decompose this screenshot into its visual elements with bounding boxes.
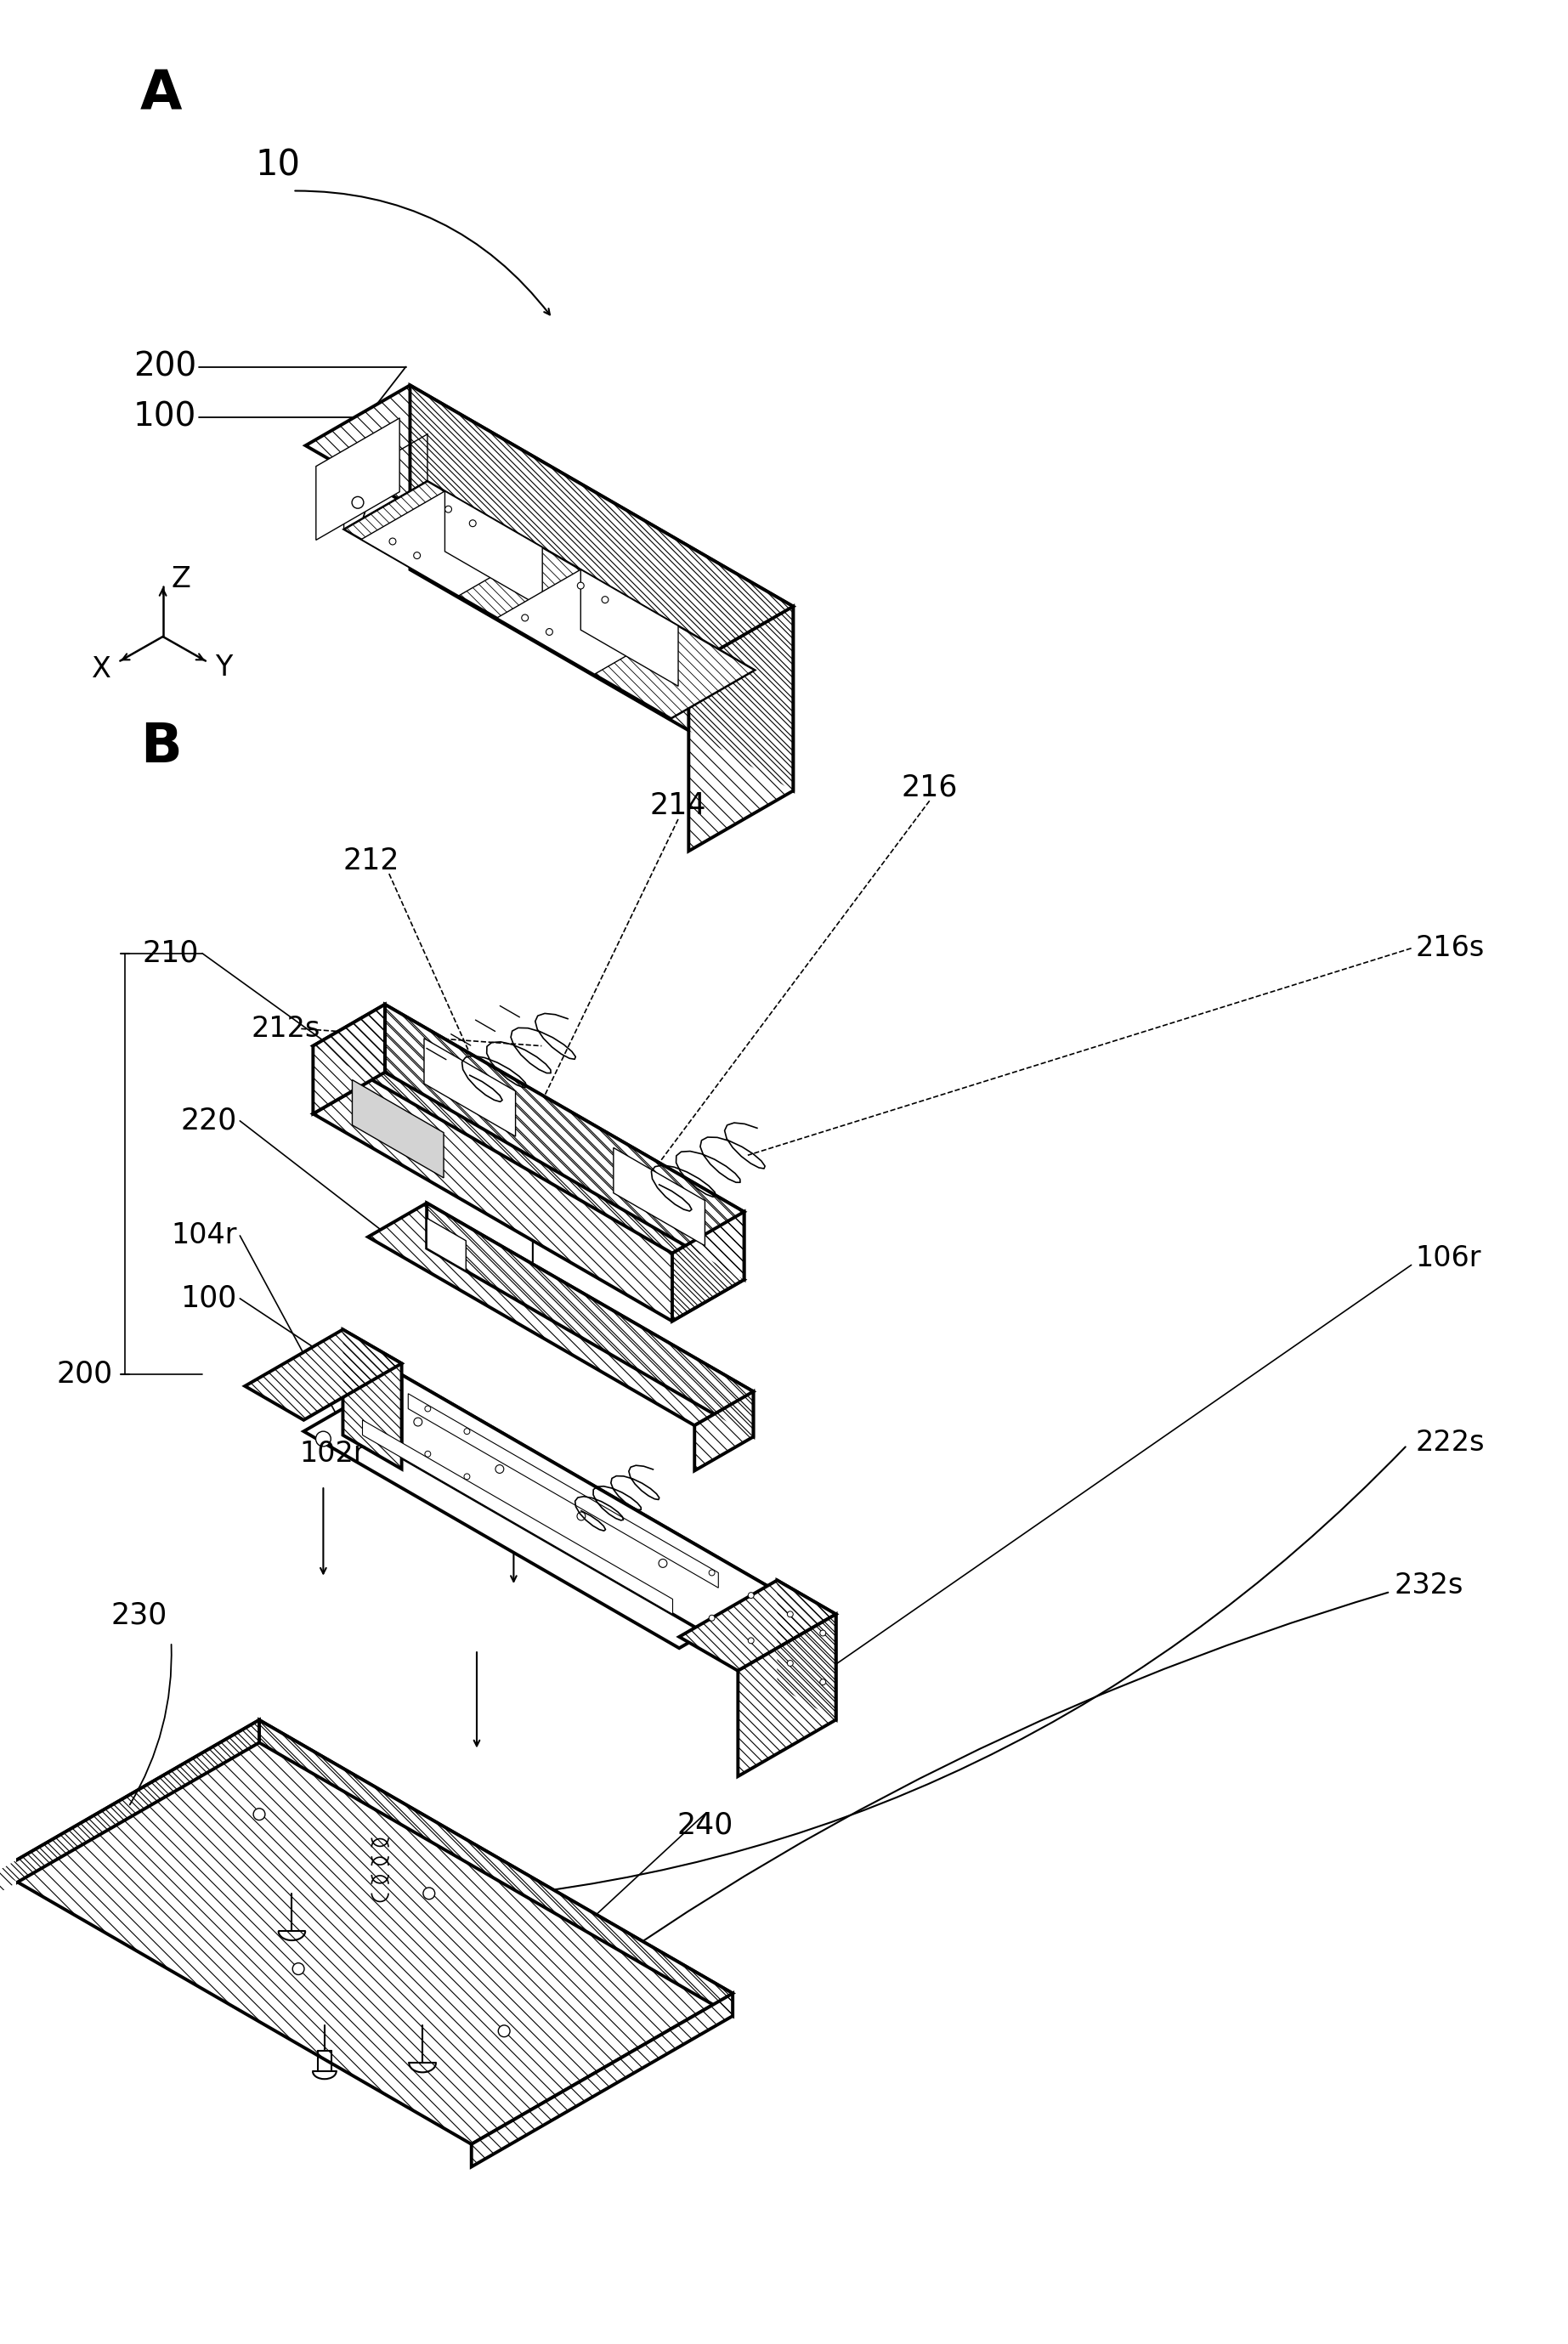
- Polygon shape: [0, 1720, 732, 2145]
- Circle shape: [254, 1807, 265, 1819]
- Polygon shape: [245, 1329, 401, 1420]
- Circle shape: [709, 1615, 715, 1622]
- Circle shape: [499, 2025, 510, 2037]
- FancyArrowPatch shape: [295, 190, 550, 314]
- Circle shape: [464, 1474, 470, 1479]
- Polygon shape: [314, 1006, 745, 1254]
- Polygon shape: [408, 1395, 718, 1587]
- FancyArrowPatch shape: [130, 1645, 171, 1805]
- Polygon shape: [739, 1615, 836, 1777]
- Polygon shape: [368, 1202, 753, 1425]
- Polygon shape: [426, 1219, 466, 1270]
- Circle shape: [546, 628, 552, 635]
- Text: 216s: 216s: [1416, 935, 1485, 963]
- Polygon shape: [580, 570, 679, 687]
- Text: X: X: [93, 656, 111, 684]
- Polygon shape: [314, 1006, 384, 1113]
- Circle shape: [522, 614, 528, 621]
- Text: 212s: 212s: [251, 1015, 320, 1043]
- Text: 200: 200: [56, 1360, 113, 1388]
- Text: 100: 100: [180, 1285, 237, 1313]
- Circle shape: [659, 1559, 666, 1568]
- Text: Y: Y: [215, 654, 232, 682]
- Circle shape: [464, 1427, 470, 1435]
- Polygon shape: [673, 1212, 745, 1322]
- Text: 100: 100: [133, 401, 196, 434]
- Polygon shape: [778, 1580, 836, 1720]
- Circle shape: [787, 1660, 793, 1667]
- Circle shape: [425, 1406, 431, 1411]
- Text: 214: 214: [649, 792, 707, 820]
- Polygon shape: [314, 1071, 745, 1322]
- Text: 210: 210: [143, 940, 199, 968]
- Text: 240: 240: [677, 1810, 734, 1840]
- Circle shape: [469, 520, 477, 527]
- Text: 200: 200: [133, 352, 196, 382]
- Polygon shape: [353, 1081, 444, 1179]
- Polygon shape: [0, 1720, 259, 1894]
- Polygon shape: [445, 492, 543, 607]
- Circle shape: [423, 1887, 434, 1899]
- Polygon shape: [497, 570, 679, 675]
- Polygon shape: [361, 492, 543, 595]
- Polygon shape: [472, 1992, 732, 2166]
- Polygon shape: [317, 417, 400, 539]
- Circle shape: [293, 1962, 304, 1974]
- Polygon shape: [304, 1376, 778, 1648]
- Polygon shape: [306, 384, 793, 666]
- Text: A: A: [140, 68, 182, 122]
- Polygon shape: [695, 1392, 753, 1470]
- Circle shape: [389, 539, 397, 544]
- Polygon shape: [343, 481, 754, 717]
- Circle shape: [577, 581, 583, 588]
- Polygon shape: [409, 384, 793, 790]
- Circle shape: [495, 1465, 503, 1474]
- Circle shape: [602, 595, 608, 602]
- Text: 212: 212: [343, 846, 400, 877]
- Polygon shape: [259, 1720, 732, 2016]
- Text: 232s: 232s: [1394, 1570, 1463, 1599]
- Text: 220: 220: [180, 1106, 237, 1134]
- Circle shape: [787, 1610, 793, 1617]
- Circle shape: [425, 1451, 431, 1458]
- Polygon shape: [679, 1580, 836, 1671]
- Circle shape: [709, 1570, 715, 1575]
- Text: B: B: [140, 722, 182, 774]
- Circle shape: [748, 1592, 754, 1599]
- Text: 10: 10: [256, 148, 299, 183]
- Circle shape: [351, 497, 364, 509]
- Text: 102r: 102r: [299, 1439, 365, 1467]
- Circle shape: [315, 1432, 331, 1446]
- Text: 216: 216: [902, 774, 958, 802]
- Circle shape: [414, 1418, 422, 1425]
- Circle shape: [577, 1512, 585, 1521]
- Circle shape: [748, 1638, 754, 1643]
- Text: 106r: 106r: [1416, 1245, 1482, 1273]
- Text: Z: Z: [171, 565, 191, 593]
- Text: 104r: 104r: [171, 1221, 237, 1249]
- Polygon shape: [613, 1149, 706, 1245]
- Polygon shape: [401, 1376, 778, 1674]
- Circle shape: [820, 1629, 826, 1636]
- Polygon shape: [362, 1420, 673, 1615]
- Circle shape: [414, 553, 420, 558]
- Polygon shape: [423, 1038, 516, 1137]
- Polygon shape: [688, 607, 793, 851]
- Circle shape: [445, 506, 452, 513]
- Polygon shape: [384, 1006, 745, 1280]
- Polygon shape: [426, 1202, 753, 1437]
- Circle shape: [820, 1678, 826, 1685]
- Text: 230: 230: [111, 1601, 168, 1629]
- Text: 222s: 222s: [1416, 1427, 1485, 1456]
- Polygon shape: [343, 1329, 401, 1470]
